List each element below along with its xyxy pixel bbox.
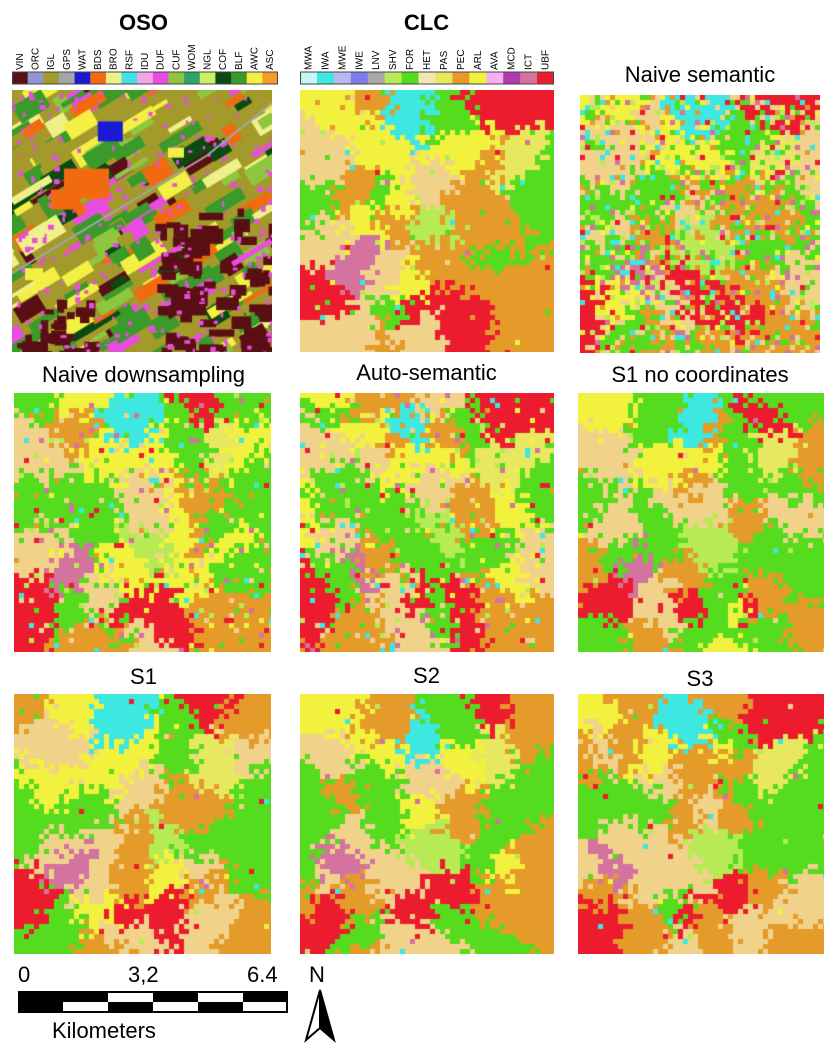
legend-swatch-ngl bbox=[199, 72, 216, 84]
legend-label-ubf: UBF bbox=[541, 50, 552, 70]
legend-swatch-idu bbox=[137, 72, 154, 84]
legend-swatch-bro bbox=[105, 72, 123, 84]
scale-tick-2: 6.4 bbox=[247, 962, 278, 987]
s1-title: S1 bbox=[130, 664, 157, 689]
legend-swatch-blf bbox=[231, 72, 248, 84]
legend-swatch-iwe bbox=[350, 72, 369, 84]
legend-swatch-for bbox=[401, 72, 420, 84]
oso-map bbox=[12, 90, 272, 352]
legend-swatch-ubf bbox=[537, 72, 554, 84]
legend-label-mwe: MWE bbox=[337, 45, 348, 70]
legend-label-bro: BRO bbox=[109, 48, 120, 70]
legend-label-rsf: RSF bbox=[124, 50, 135, 70]
legend-swatch-duf bbox=[152, 72, 169, 84]
legend-label-orc: ORC bbox=[30, 48, 41, 70]
legend-swatch-vin bbox=[12, 72, 29, 84]
naive-downsampling-title: Naive downsampling bbox=[42, 362, 245, 387]
legend-label-pec: PEC bbox=[456, 49, 467, 70]
legend-label-for: FOR bbox=[405, 49, 416, 70]
s3-title: S3 bbox=[686, 666, 714, 691]
clc-title: CLC bbox=[403, 10, 450, 35]
legend-swatch-gps bbox=[58, 72, 76, 84]
legend-label-wat: WAT bbox=[77, 49, 88, 70]
legend-swatch-ict bbox=[520, 72, 538, 84]
naive-downsampling-map bbox=[14, 393, 271, 652]
legend-swatch-mwa bbox=[300, 72, 318, 84]
scale-tick-0: 0 bbox=[18, 962, 31, 987]
legend-label-shv: SHV bbox=[388, 49, 399, 70]
legend-label-vin: VIN bbox=[15, 53, 26, 70]
naive-semantic-title: Naive semantic bbox=[624, 62, 776, 87]
legend-swatch-asc bbox=[262, 72, 278, 84]
legend-swatch-mcd bbox=[503, 72, 521, 84]
legend-label-cuf: CUF bbox=[171, 49, 182, 70]
s2-title: S2 bbox=[413, 663, 440, 688]
legend-swatch-pas bbox=[435, 72, 453, 84]
scale-unit-label: Kilometers bbox=[52, 1018, 156, 1043]
legend-label-arl: ARL bbox=[473, 50, 484, 70]
legend-label-awc: AWC bbox=[250, 47, 261, 70]
scale-tick-1: 3,2 bbox=[128, 962, 159, 987]
s1-map bbox=[14, 694, 271, 954]
legend-label-mcd: MCD bbox=[507, 47, 518, 70]
clc-legend: MWA IWA MWE IWE LNV SHV FOR HET PAS PEC ARL AVA MCD I… bbox=[300, 45, 554, 85]
legend-label-cof: COF bbox=[218, 49, 229, 70]
legend-label-duf: DUF bbox=[156, 49, 167, 70]
legend-label-iwa: IWA bbox=[320, 51, 331, 70]
legend-swatch-igl bbox=[43, 72, 60, 84]
legend-swatch-cuf bbox=[168, 72, 185, 84]
oso-legend: VIN ORC IGL GPS WAT BDS BRO RSF IDU DUF CUF WOM NGL C… bbox=[12, 44, 278, 85]
legend-label-het: HET bbox=[422, 50, 433, 70]
legend-label-blf: BLF bbox=[234, 52, 245, 70]
s3-map bbox=[578, 694, 824, 954]
legend-swatch-wom bbox=[184, 72, 201, 84]
north-arrow-icon bbox=[304, 989, 336, 1043]
legend-label-mwa: MWA bbox=[303, 46, 314, 70]
legend-swatch-het bbox=[418, 72, 436, 84]
legend-swatch-wat bbox=[74, 72, 91, 84]
legend-label-wom: WOM bbox=[187, 44, 198, 70]
legend-swatch-bds bbox=[90, 72, 107, 84]
s1-no-coordinates-title: S1 no coordinates bbox=[611, 362, 789, 387]
legend-label-bds: BDS bbox=[93, 49, 104, 70]
legend-swatch-orc bbox=[27, 72, 44, 84]
legend-label-idu: IDU bbox=[140, 53, 151, 70]
auto-semantic-map bbox=[300, 393, 554, 652]
legend-swatch-mwe bbox=[333, 72, 352, 84]
legend-label-asc: ASC bbox=[265, 49, 276, 70]
legend-label-ava: AVA bbox=[490, 51, 501, 70]
legend-swatch-pec bbox=[452, 72, 470, 84]
legend-label-iwe: IWE bbox=[354, 51, 365, 70]
auto-semantic-title: Auto-semantic bbox=[356, 360, 497, 385]
legend-swatch-iwa bbox=[316, 72, 335, 84]
legend-label-gps: GPS bbox=[62, 49, 73, 70]
legend-swatch-lnv bbox=[367, 72, 386, 84]
clc-map bbox=[300, 90, 554, 352]
oso-title: OSO bbox=[119, 10, 168, 35]
legend-swatch-rsf bbox=[121, 72, 138, 84]
naive-semantic-map bbox=[580, 95, 820, 353]
legend-label-igl: IGL bbox=[46, 53, 57, 70]
north-label: N bbox=[309, 962, 325, 987]
legend-label-ngl: NGL bbox=[203, 49, 214, 70]
legend-swatch-cof bbox=[215, 72, 232, 84]
legend-swatch-shv bbox=[384, 72, 403, 84]
legend-swatch-awc bbox=[246, 72, 263, 84]
legend-label-ict: ICT bbox=[524, 54, 535, 70]
scale-bar bbox=[18, 991, 288, 1013]
legend-label-pas: PAS bbox=[439, 50, 450, 70]
legend-swatch-arl bbox=[469, 72, 487, 84]
s1-no-coordinates-map bbox=[578, 393, 824, 652]
legend-label-lnv: LNV bbox=[371, 50, 382, 70]
legend-swatch-ava bbox=[486, 72, 504, 84]
s2-map bbox=[300, 694, 554, 954]
